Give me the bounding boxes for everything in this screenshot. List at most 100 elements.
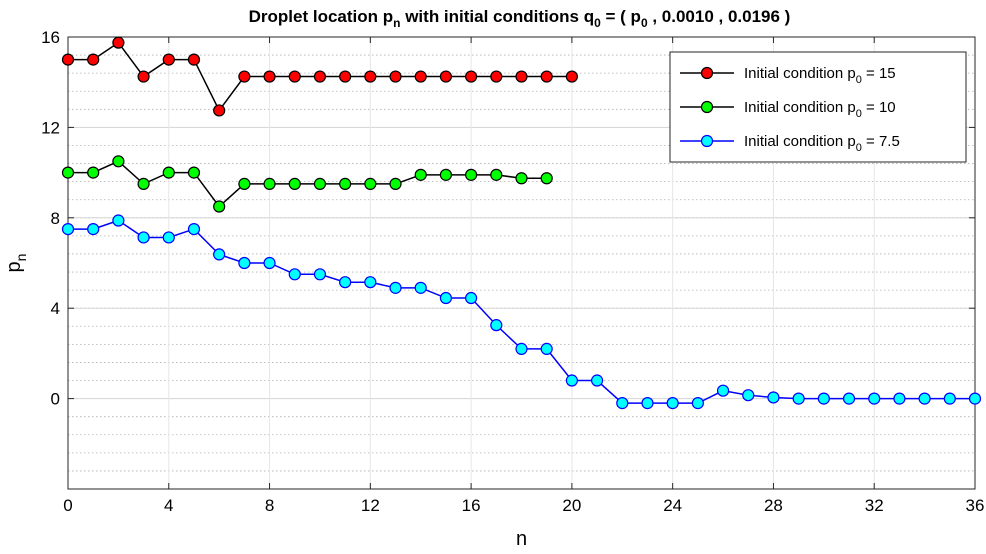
legend-item: Initial condition p0 = 7.5 [680, 133, 900, 154]
data-point [414, 281, 427, 294]
data-point [187, 53, 201, 66]
data-point [817, 392, 830, 405]
legend-marker [700, 66, 714, 80]
data-point [590, 374, 604, 387]
data-point [339, 70, 352, 83]
data-point [238, 70, 251, 83]
data-point [61, 223, 75, 236]
data-point [439, 168, 453, 181]
x-tick-label: 16 [462, 496, 481, 515]
legend-marker [700, 100, 714, 114]
x-axis-label: n [516, 528, 527, 549]
x-tick-label: 36 [966, 496, 985, 515]
y-tick-label: 0 [51, 390, 60, 409]
data-point [490, 168, 503, 181]
series-line [68, 219, 975, 404]
plot-area [67, 36, 976, 490]
data-point [263, 256, 276, 270]
data-point [515, 172, 528, 185]
data-point [87, 223, 100, 236]
data-point [918, 392, 931, 405]
data-point [238, 177, 251, 190]
data-point [515, 342, 528, 355]
data-point [61, 166, 75, 179]
data-point [364, 70, 377, 83]
data-point [137, 231, 150, 244]
y-tick-label: 16 [41, 28, 60, 47]
data-point [716, 384, 730, 397]
data-point [490, 70, 503, 83]
data-point [414, 70, 427, 83]
data-point [112, 36, 125, 49]
data-point [389, 177, 402, 190]
data-point [439, 291, 453, 305]
x-tick-label: 24 [663, 496, 682, 515]
data-point [238, 256, 251, 270]
data-point [868, 392, 881, 405]
data-point [288, 70, 301, 83]
x-tick-label: 4 [164, 496, 173, 515]
data-point [213, 104, 226, 117]
data-point [389, 70, 402, 83]
data-point [187, 223, 201, 236]
data-point [540, 172, 553, 185]
x-tick-label: 20 [562, 496, 581, 515]
data-point [943, 392, 956, 405]
data-point [288, 268, 301, 281]
legend-label: Initial condition p0 = 7.5 [744, 133, 900, 154]
data-point [313, 177, 327, 190]
y-tick-label: 12 [41, 118, 60, 137]
data-point [112, 155, 125, 168]
data-point [968, 392, 982, 405]
series-2 [61, 214, 982, 410]
data-point [263, 70, 276, 83]
data-point [137, 70, 150, 83]
data-point [842, 392, 856, 405]
data-point [162, 231, 175, 244]
data-point [364, 276, 377, 289]
data-point [465, 70, 478, 83]
data-point [288, 177, 301, 190]
y-tick-label: 8 [51, 209, 60, 228]
data-point [565, 70, 578, 83]
y-axis-label: pn [3, 254, 29, 273]
data-point [339, 276, 352, 289]
data-point [742, 389, 755, 402]
legend-marker [700, 134, 714, 148]
data-point [540, 70, 553, 83]
data-point [87, 53, 100, 66]
data-point [792, 392, 805, 405]
data-point [490, 319, 503, 332]
data-point [263, 177, 276, 190]
data-point [414, 168, 427, 181]
data-point [465, 168, 478, 181]
data-point [465, 291, 478, 305]
data-point [893, 392, 906, 405]
data-point [213, 248, 226, 261]
data-point [515, 70, 528, 83]
data-point [616, 397, 629, 410]
data-point [641, 397, 654, 410]
y-tick-label: 4 [51, 299, 60, 318]
data-point [767, 391, 780, 404]
series-layer [61, 36, 982, 410]
data-point [61, 53, 75, 66]
data-point [364, 177, 377, 190]
data-point [439, 70, 453, 83]
legend-item: Initial condition p0 = 15 [680, 65, 896, 86]
series-0 [61, 36, 578, 117]
data-point [389, 281, 402, 294]
legend-label: Initial condition p0 = 15 [744, 65, 896, 86]
data-point [565, 374, 578, 387]
data-point [213, 200, 226, 213]
chart-title: Droplet location pn with initial conditi… [249, 7, 791, 30]
x-tick-label: 8 [265, 496, 274, 515]
x-tick-label: 12 [361, 496, 380, 515]
axes: 0 4 8 12 16 20 24 28 32 36 0 4 8 12 16 [41, 28, 984, 515]
data-point [691, 397, 704, 410]
legend: Initial condition p0 = 15 Initial conditi… [669, 51, 967, 163]
data-point [540, 342, 553, 355]
x-tick-label: 0 [63, 496, 72, 515]
